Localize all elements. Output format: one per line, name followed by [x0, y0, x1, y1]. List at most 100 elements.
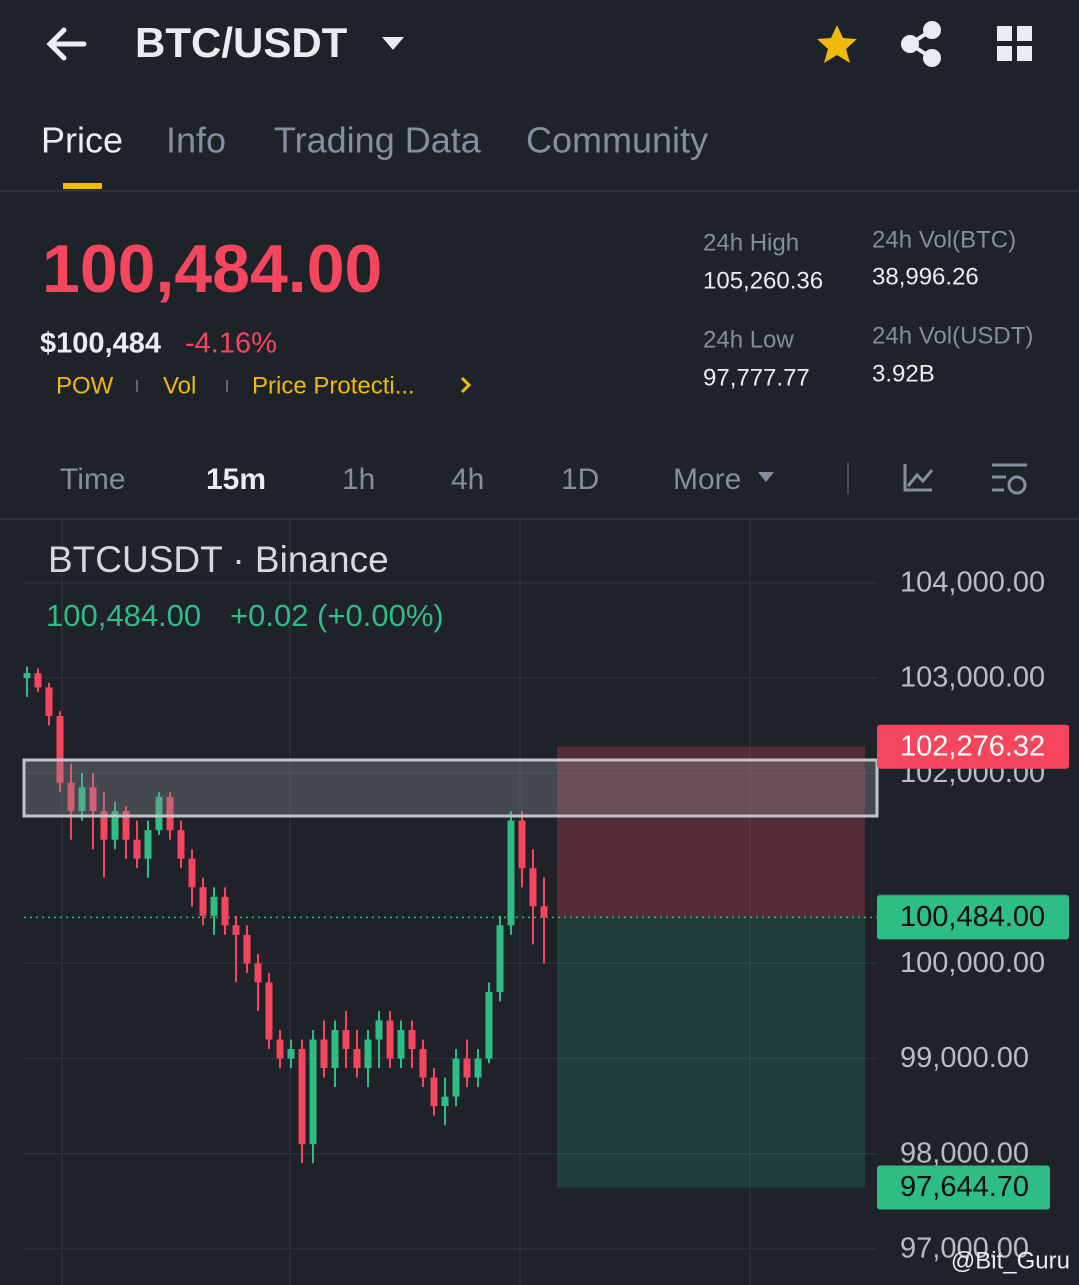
- y-tick-label: 103,000.00: [900, 662, 1045, 694]
- back-icon[interactable]: [46, 27, 87, 61]
- candle-body: [386, 1020, 394, 1059]
- watermark: @Bit_Guru: [951, 1247, 1070, 1274]
- position-reward: [557, 917, 865, 1188]
- candle-body: [342, 1030, 350, 1050]
- candle-body: [265, 982, 273, 1040]
- candle-body: [155, 796, 163, 831]
- tab[interactable]: Community: [526, 120, 708, 161]
- chart-last: 100,484.00: [46, 598, 201, 633]
- interval[interactable]: More: [673, 463, 741, 496]
- stat-label: 24h High: [703, 229, 799, 256]
- stat-label: 24h Vol(BTC): [872, 226, 1016, 253]
- candle-body: [210, 896, 218, 916]
- y-tick-label: 100,000.00: [900, 947, 1045, 979]
- candle-body: [353, 1049, 361, 1069]
- stat-value: 105,260.36: [703, 267, 823, 294]
- candle-body: [221, 896, 229, 926]
- candle-body: [474, 1058, 482, 1078]
- tab[interactable]: Trading Data: [274, 120, 482, 161]
- candle-body: [452, 1058, 460, 1097]
- interval[interactable]: 1D: [561, 463, 599, 496]
- price-tag-label: 97,644.70: [900, 1171, 1029, 1203]
- candle-body: [166, 796, 174, 831]
- settings-icon[interactable]: [992, 463, 1027, 495]
- candle-body: [518, 820, 526, 869]
- drawn-zone: [22, 758, 879, 818]
- tab[interactable]: Price: [41, 120, 123, 161]
- candle-body: [298, 1049, 306, 1145]
- candle-body: [320, 1039, 328, 1069]
- chevron[interactable]: [460, 376, 472, 394]
- tag[interactable]: Vol: [163, 372, 196, 399]
- candle-body: [496, 925, 504, 992]
- candle-body: [430, 1077, 438, 1107]
- y-tick-label: 98,000.00: [900, 1137, 1029, 1169]
- grid-icon[interactable]: [997, 26, 1032, 61]
- last-price: 100,484.00: [42, 231, 382, 307]
- candle-body: [144, 830, 152, 859]
- candle-body: [111, 811, 119, 840]
- candle-body: [78, 787, 86, 812]
- candle-body: [441, 1096, 449, 1107]
- stat-value: 97,777.77: [703, 364, 810, 391]
- candle-body: [45, 687, 53, 717]
- price-tag: [877, 1165, 1050, 1210]
- candle-body: [89, 787, 97, 812]
- candle-body: [540, 906, 548, 918]
- y-tick-label: 99,000.00: [900, 1042, 1029, 1074]
- share-icon[interactable]: [901, 21, 941, 67]
- candle-body: [463, 1058, 471, 1078]
- stat-label: 24h Vol(USDT): [872, 322, 1033, 349]
- candle-body: [408, 1030, 416, 1050]
- stat-label: 24h Low: [703, 326, 794, 353]
- tab-indicator: [63, 183, 102, 189]
- candle-body: [254, 963, 262, 983]
- candle-body: [485, 991, 493, 1059]
- chart: [23, 582, 877, 1250]
- candle-body: [364, 1039, 372, 1069]
- candle-body: [122, 811, 130, 840]
- indicator-icon[interactable]: [903, 464, 934, 492]
- candle-body: [100, 811, 108, 840]
- price-tag: [877, 895, 1069, 940]
- more-caret[interactable]: [758, 472, 774, 482]
- candle-body: [23, 673, 31, 678]
- y-tick-label: 104,000.00: [900, 566, 1045, 598]
- stat-value: 3.92B: [872, 360, 935, 387]
- candle-body: [419, 1049, 427, 1078]
- y-tick-label: 97,000.00: [900, 1232, 1029, 1264]
- chart-change: +0.02 (+0.00%): [230, 598, 444, 633]
- chart-title: BTCUSDT · Binance: [48, 539, 389, 580]
- interval[interactable]: 4h: [451, 463, 484, 496]
- candle-body: [507, 820, 515, 926]
- overlay: 104,000.00103,000.00102,000.00100,000.00…: [877, 566, 1069, 1264]
- tag[interactable]: Price Protecti...: [252, 372, 415, 399]
- candle-body: [34, 673, 42, 688]
- position-risk: [557, 746, 865, 918]
- candle-body: [397, 1030, 405, 1059]
- dropdown-caret[interactable]: [382, 37, 404, 50]
- interval[interactable]: Time: [60, 463, 126, 496]
- interval[interactable]: 1h: [342, 463, 375, 496]
- price-tag-label: 102,276.32: [900, 730, 1045, 762]
- candle-body: [331, 1030, 339, 1069]
- candle-body: [276, 1039, 284, 1059]
- price-tag: [877, 724, 1069, 769]
- candle-body: [309, 1039, 317, 1145]
- candle-body: [243, 934, 251, 964]
- tab[interactable]: Info: [166, 120, 226, 161]
- candle-body: [232, 925, 240, 935]
- star-icon[interactable]: [817, 25, 857, 63]
- tag[interactable]: POW: [56, 372, 114, 399]
- candle-body: [56, 716, 64, 783]
- candle-body: [199, 887, 207, 916]
- usd-price: $100,484: [40, 328, 161, 360]
- price-tag-label: 100,484.00: [900, 901, 1045, 933]
- candle-body: [133, 839, 141, 859]
- pair-title[interactable]: BTC/USDT: [135, 19, 348, 66]
- candle-body: [287, 1049, 295, 1059]
- stat-value: 38,996.26: [872, 263, 979, 290]
- interval[interactable]: 15m: [206, 463, 266, 496]
